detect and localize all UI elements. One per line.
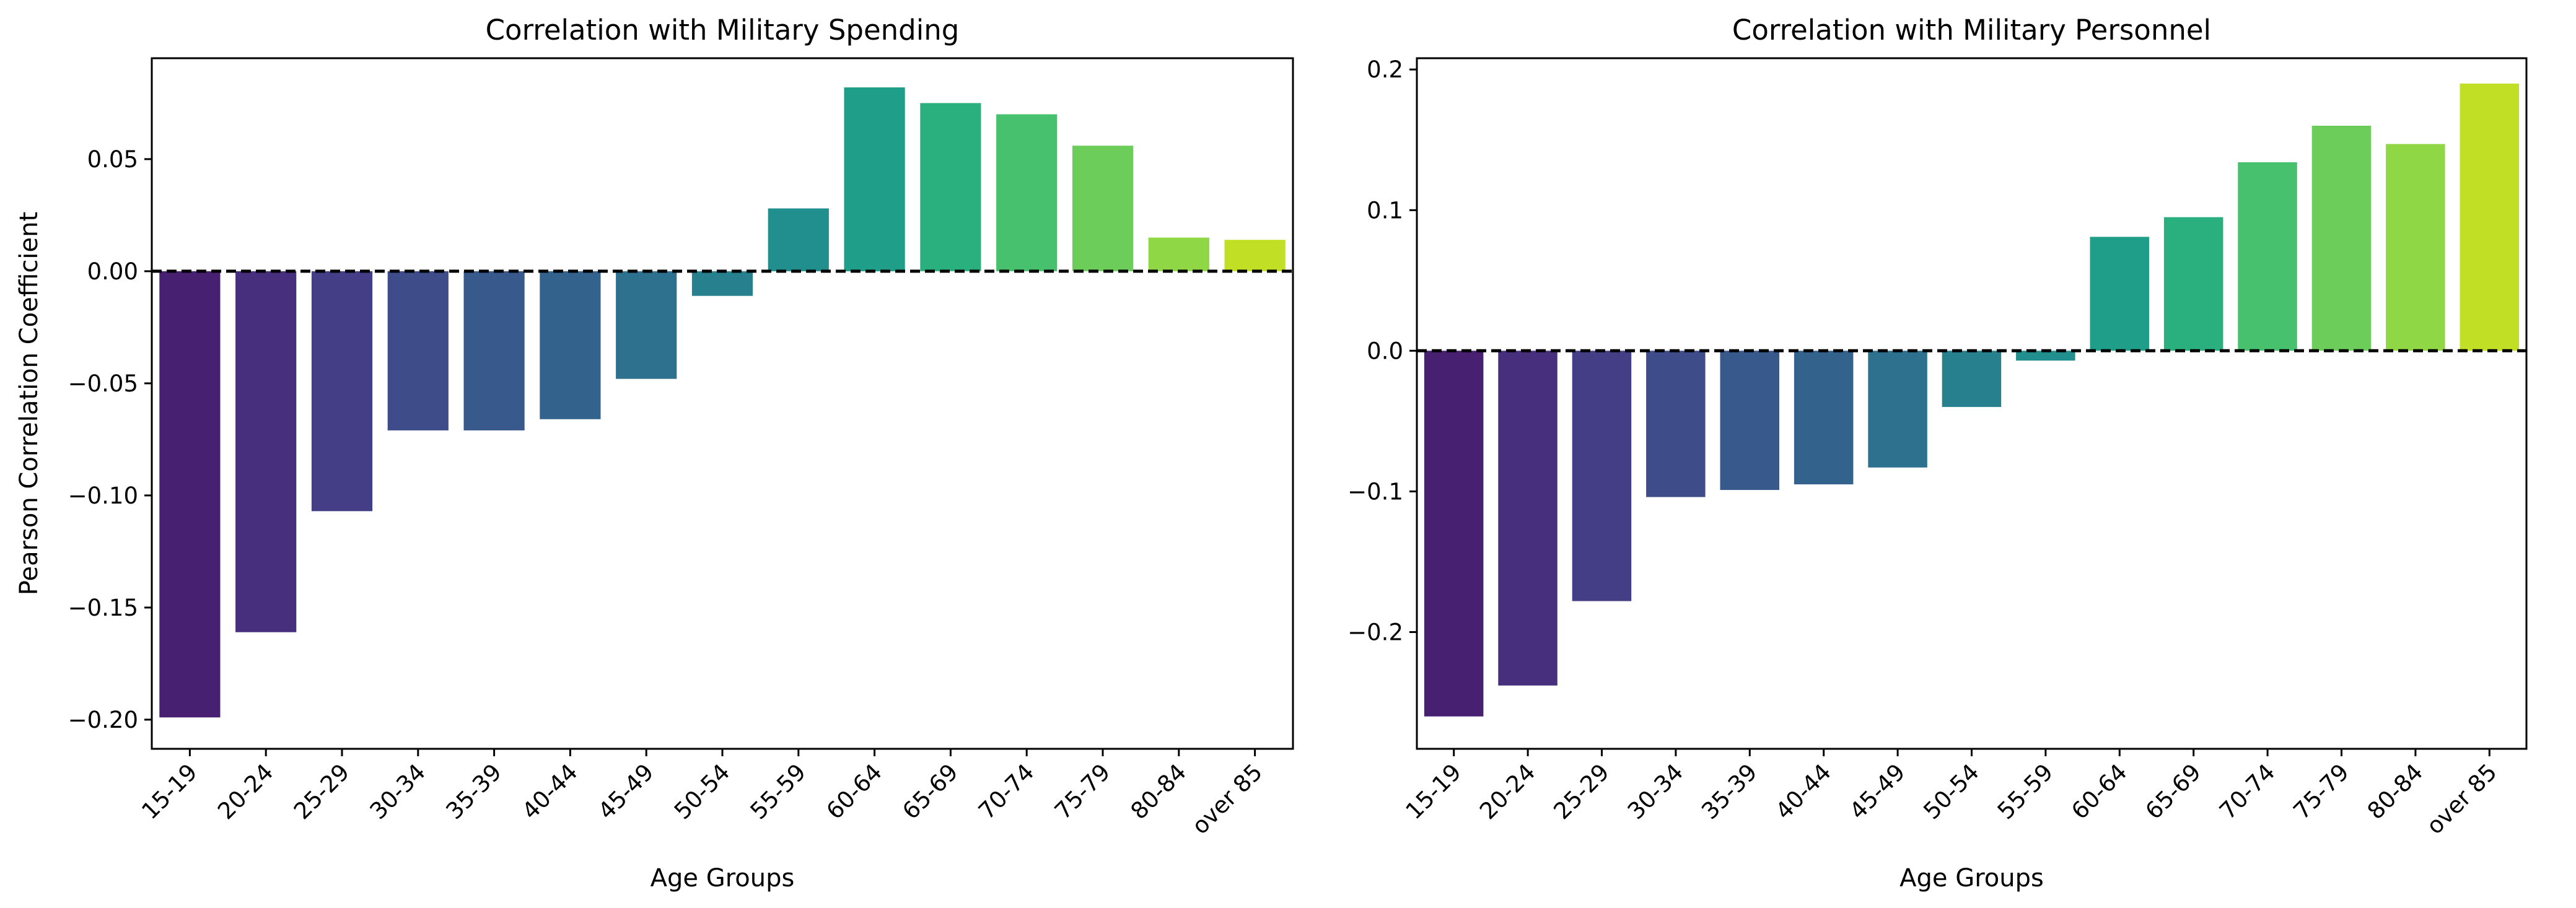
bar-30-34 (387, 271, 449, 430)
bar-60-64 (2090, 237, 2149, 351)
y-tick-label: −0.05 (68, 370, 138, 397)
bar-75-79 (1072, 146, 1134, 271)
x-tick-label: 30-34 (1623, 759, 1688, 824)
y-tick-label: −0.20 (68, 707, 138, 733)
x-tick-label: 15-19 (1401, 759, 1466, 824)
bar-50-54 (1942, 351, 2002, 408)
chart-title: Correlation with Military Personnel (1732, 14, 2211, 46)
y-tick-label: 0.0 (1367, 338, 1403, 364)
bar-40-44 (540, 271, 601, 419)
x-tick-label: over 85 (2421, 759, 2502, 839)
x-tick-label: 50-54 (669, 759, 735, 824)
bar-65-69 (2163, 217, 2223, 351)
x-tick-label: 40-44 (517, 759, 582, 824)
x-tick-label: 80-84 (2362, 759, 2428, 824)
x-tick-label: 75-79 (1049, 759, 1115, 824)
x-tick-label: 25-29 (1548, 759, 1614, 824)
bar-45-49 (616, 271, 677, 379)
x-axis-label: Age Groups (651, 864, 795, 893)
x-tick-label: 80-84 (1126, 759, 1191, 824)
x-tick-label: over 85 (1187, 759, 1268, 839)
x-axis-label: Age Groups (1899, 864, 2044, 893)
y-tick-label: 0.05 (87, 146, 138, 173)
bar-20-24 (1498, 351, 1557, 686)
bar-15-19 (1424, 351, 1484, 717)
y-tick-label: −0.10 (68, 482, 138, 509)
x-tick-label: 35-39 (1696, 759, 1762, 824)
x-tick-label: 70-74 (2214, 759, 2280, 824)
bar-over-85 (2460, 83, 2519, 351)
bar-30-34 (1646, 351, 1706, 497)
y-tick-label: 0.2 (1367, 56, 1403, 83)
y-tick-label: −0.15 (68, 595, 138, 621)
panel-military-spending: −0.20 −0.15 −0.10 −0.05 0.00 0.05 15-19 20-24 25… (15, 14, 1294, 893)
bar-45-49 (1868, 351, 1927, 468)
x-tick-label: 20-24 (1474, 759, 1540, 824)
x-tick-label: 20-24 (212, 759, 278, 824)
x-tick-label: 60-64 (2066, 759, 2132, 824)
x-tick-label: 50-54 (1918, 759, 1984, 824)
x-tick-label: 75-79 (2288, 759, 2354, 824)
panel-military-personnel: −0.2 −0.1 0.0 0.1 0.2 15-19 20-24 25-29 30-34 35-… (1347, 14, 2528, 893)
y-axis-label: Pearson Correlation Coefficient (15, 212, 43, 595)
bar-70-74 (2238, 162, 2297, 351)
y-tick-label: 0.1 (1367, 197, 1403, 224)
bar-80-84 (2386, 144, 2445, 351)
x-tick-label: 45-49 (593, 759, 659, 824)
x-tick-label: 55-59 (1992, 759, 2058, 824)
bar-40-44 (1794, 351, 1854, 484)
bar-15-19 (159, 271, 221, 718)
x-tick-label: 70-74 (973, 759, 1039, 824)
bar-over-85 (1224, 240, 1286, 271)
x-tick-label: 45-49 (1844, 759, 1910, 824)
x-tick-label: 30-34 (365, 759, 431, 824)
x-tick-label: 40-44 (1771, 759, 1836, 824)
bar-25-29 (311, 271, 373, 512)
bar-80-84 (1148, 237, 1209, 271)
bar-50-54 (691, 271, 753, 296)
chart-title: Correlation with Military Spending (486, 14, 960, 46)
bar-55-59 (768, 208, 829, 271)
x-tick-label: 60-64 (821, 759, 887, 824)
bar-75-79 (2311, 126, 2372, 351)
y-tick-label: −0.1 (1347, 478, 1403, 505)
x-tick-label: 55-59 (745, 759, 811, 824)
x-tick-label: 25-29 (289, 759, 354, 824)
y-tick-label: −0.2 (1347, 619, 1403, 646)
bar-60-64 (844, 87, 905, 271)
bar-35-39 (1720, 351, 1779, 491)
bar-55-59 (2016, 351, 2075, 361)
bar-25-29 (1572, 351, 1632, 601)
bar-65-69 (920, 103, 981, 271)
x-tick-label: 65-69 (897, 759, 963, 824)
bar-35-39 (463, 271, 525, 430)
x-tick-label: 15-19 (136, 759, 202, 824)
x-tick-label: 65-69 (2140, 759, 2206, 824)
x-tick-label: 35-39 (441, 759, 507, 824)
bar-20-24 (235, 271, 297, 632)
y-tick-label: 0.00 (87, 258, 138, 285)
bar-70-74 (996, 114, 1058, 271)
